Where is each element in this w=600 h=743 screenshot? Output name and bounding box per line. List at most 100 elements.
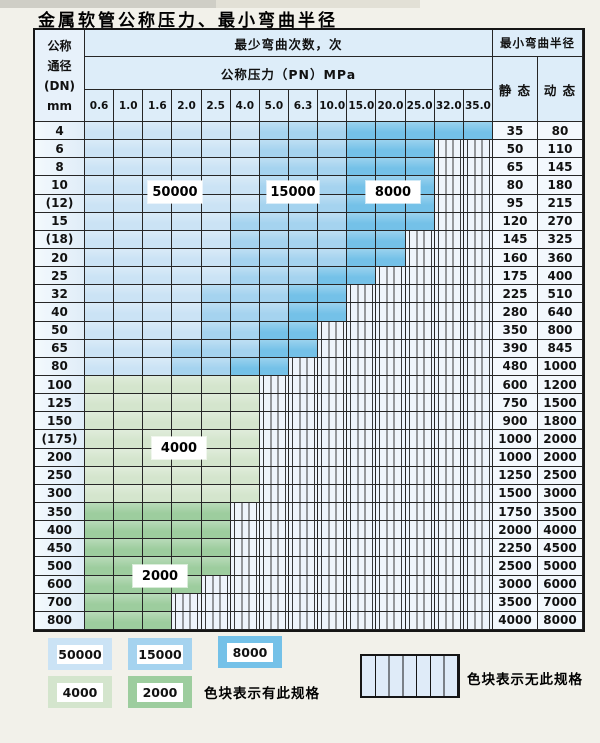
spec-cell <box>85 466 115 485</box>
no-spec-cell <box>230 521 260 540</box>
no-spec-cell <box>463 303 493 322</box>
spec-cell <box>114 593 144 612</box>
no-spec-cell <box>405 430 435 449</box>
zone-count-label: 8000 <box>366 181 420 203</box>
no-spec-cell <box>463 357 493 376</box>
legend-no-spec-text: 色块表示无此规格 <box>467 672 583 688</box>
static-value-cell: 280 <box>493 303 538 322</box>
no-spec-cell <box>463 158 493 177</box>
dn-cell: 125 <box>35 394 85 413</box>
static-value-cell: 3500 <box>493 593 538 612</box>
spec-cell <box>318 194 348 213</box>
spec-cell <box>143 230 173 249</box>
static-value-cell: 145 <box>493 230 538 249</box>
spec-cell <box>172 503 202 522</box>
spec-cell <box>259 303 289 322</box>
no-spec-cell <box>434 158 464 177</box>
no-spec-cell <box>259 575 289 594</box>
no-spec-cell <box>318 430 348 449</box>
dynamic-value-cell: 800 <box>538 321 583 340</box>
spec-cell <box>143 394 173 413</box>
no-spec-cell <box>318 575 348 594</box>
spec-cell <box>85 357 115 376</box>
no-spec-cell <box>434 557 464 576</box>
no-spec-cell <box>463 140 493 159</box>
no-spec-cell <box>434 611 464 630</box>
legend-swatch-2000: 2000 <box>128 676 192 708</box>
dn-cell: 32 <box>35 285 85 304</box>
spec-cell <box>259 321 289 340</box>
spec-cell <box>85 394 115 413</box>
no-spec-cell <box>463 267 493 286</box>
no-spec-cell <box>434 593 464 612</box>
no-spec-cell <box>405 230 435 249</box>
dn-cell: 350 <box>35 503 85 522</box>
spec-cell <box>405 212 435 231</box>
dynamic-value-cell: 360 <box>538 249 583 268</box>
static-value-cell: 1750 <box>493 503 538 522</box>
no-spec-cell <box>347 466 377 485</box>
spec-cell <box>85 339 115 358</box>
spec-cell <box>143 376 173 395</box>
spec-cell <box>85 376 115 395</box>
legend-has-spec-text: 色块表示有此规格 <box>204 686 320 702</box>
no-spec-cell <box>318 503 348 522</box>
spec-cell <box>143 412 173 431</box>
no-spec-cell <box>172 593 202 612</box>
dynamic-value-cell: 110 <box>538 140 583 159</box>
no-spec-cell <box>405 357 435 376</box>
no-spec-cell <box>347 321 377 340</box>
spec-cell <box>230 430 260 449</box>
dynamic-value-cell: 1200 <box>538 376 583 395</box>
no-spec-cell <box>405 249 435 268</box>
no-spec-cell <box>434 339 464 358</box>
no-spec-cell <box>347 484 377 503</box>
static-value-cell: 35 <box>493 122 538 141</box>
spec-cell <box>114 285 144 304</box>
dn-cell: 300 <box>35 484 85 503</box>
no-spec-cell <box>347 557 377 576</box>
spec-cell <box>143 303 173 322</box>
spec-cell <box>201 140 231 159</box>
spec-cell <box>230 321 260 340</box>
spec-cell <box>259 285 289 304</box>
spec-cell <box>201 212 231 231</box>
spec-cell <box>289 158 319 177</box>
spec-cell <box>143 140 173 159</box>
no-spec-cell <box>289 357 319 376</box>
static-value-cell: 350 <box>493 321 538 340</box>
no-spec-cell <box>434 285 464 304</box>
spec-cell <box>85 212 115 231</box>
dn-cell: (12) <box>35 194 85 213</box>
no-spec-cell <box>201 611 231 630</box>
spec-cell <box>143 285 173 304</box>
no-spec-cell <box>376 339 406 358</box>
spec-cell <box>143 158 173 177</box>
no-spec-cell <box>463 412 493 431</box>
no-spec-cell <box>347 285 377 304</box>
no-spec-cell <box>201 593 231 612</box>
no-spec-cell <box>463 557 493 576</box>
spec-cell <box>201 339 231 358</box>
spec-cell <box>463 122 493 141</box>
no-spec-cell <box>318 593 348 612</box>
static-value-cell: 1000 <box>493 430 538 449</box>
spec-cell <box>172 140 202 159</box>
spec-cell <box>85 194 115 213</box>
static-value-cell: 95 <box>493 194 538 213</box>
spec-cell <box>143 122 173 141</box>
spec-cell <box>172 539 202 558</box>
dn-cell: 100 <box>35 376 85 395</box>
zone-count-label: 50000 <box>148 181 202 203</box>
static-value-cell: 390 <box>493 339 538 358</box>
spec-cell <box>230 249 260 268</box>
static-value-cell: 120 <box>493 212 538 231</box>
no-spec-cell <box>434 230 464 249</box>
no-spec-cell <box>376 484 406 503</box>
no-spec-cell <box>259 503 289 522</box>
no-spec-cell <box>318 412 348 431</box>
no-spec-cell <box>347 539 377 558</box>
spec-cell <box>114 611 144 630</box>
scan-edge-strip <box>0 0 600 8</box>
